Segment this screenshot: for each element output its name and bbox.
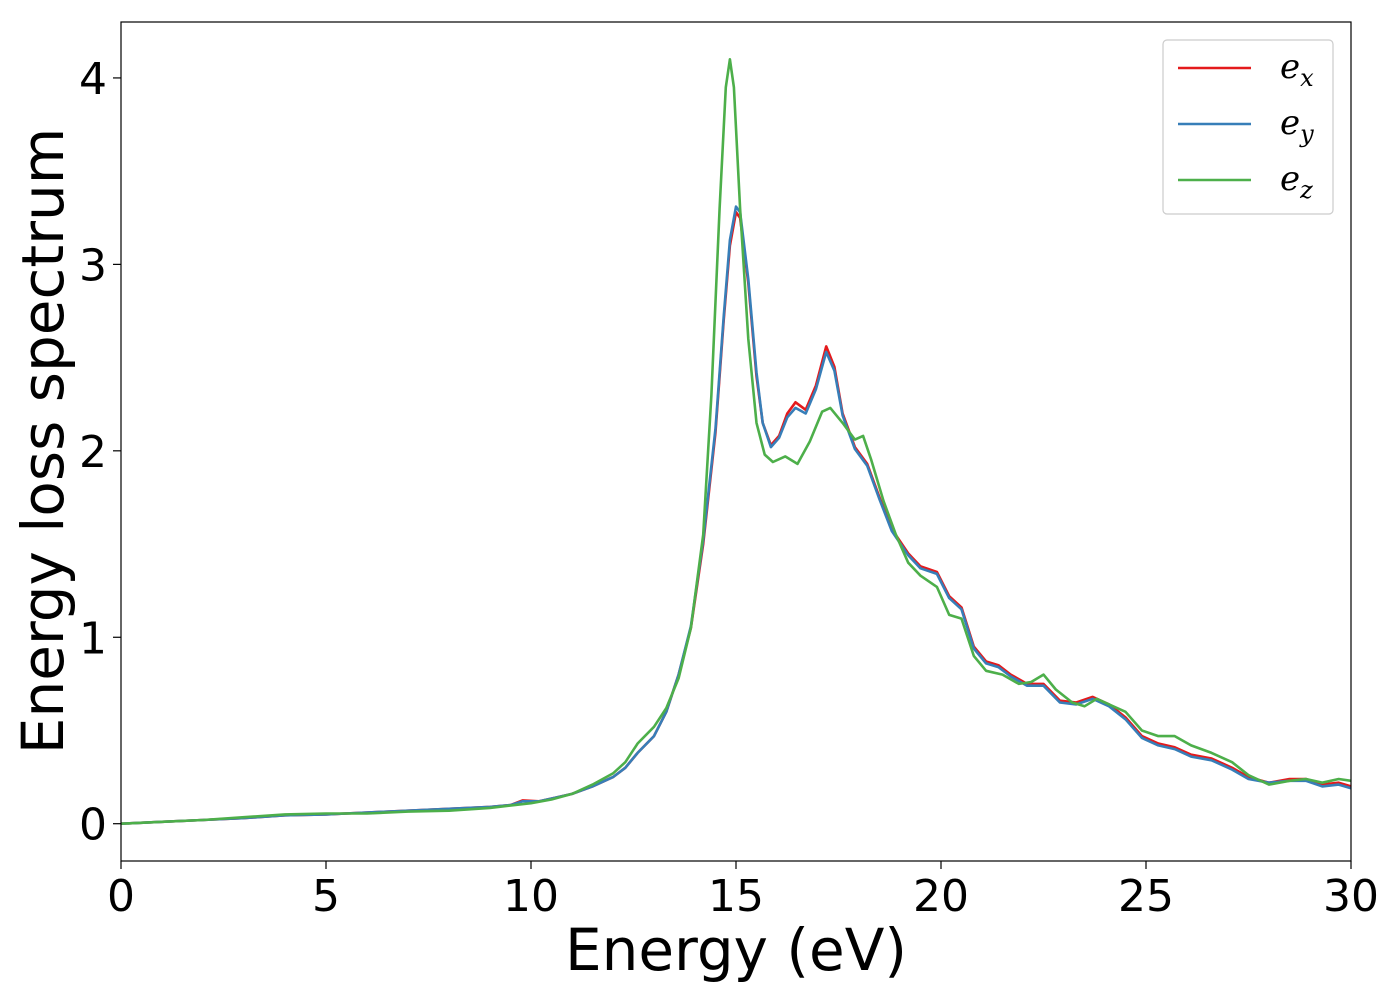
y-tick-label: 0 [79, 800, 107, 851]
x-tick-label: 10 [503, 871, 559, 922]
series-line-e_z [120, 58, 1352, 825]
x-axis-label: Energy (eV) [565, 916, 907, 984]
legend-label-e_y: ey [1280, 103, 1314, 148]
legend-label-sub: y [1299, 120, 1314, 148]
legend-label-e_z: ez [1280, 159, 1313, 204]
y-tick-label: 4 [79, 54, 107, 105]
x-tick-label: 0 [107, 871, 135, 922]
legend-frame [1162, 39, 1334, 215]
legend-label-base: e [1280, 103, 1300, 143]
x-tick-label: 25 [1118, 871, 1174, 922]
legend-label-sub: x [1300, 64, 1314, 92]
x-tick-label: 5 [312, 871, 340, 922]
y-axis-ticks: 0 1 2 3 4 [79, 54, 121, 851]
legend-label-e_x: ex [1280, 47, 1314, 92]
series-line-e_y [120, 205, 1352, 825]
y-tick-label: 2 [79, 427, 107, 478]
x-tick-label: 30 [1323, 871, 1379, 922]
legend-label-base: e [1280, 159, 1300, 199]
series-layer [120, 58, 1352, 825]
x-tick-label: 15 [708, 871, 764, 922]
series-line-e_x [120, 210, 1352, 825]
x-axis-ticks: 0 5 10 15 20 25 30 [107, 861, 1379, 922]
x-tick-label: 20 [913, 871, 969, 922]
y-axis-label: Energy loss spectrum [9, 128, 77, 754]
legend-label-sub: z [1299, 176, 1313, 204]
legend-label-base: e [1280, 47, 1300, 87]
y-tick-label: 1 [79, 613, 107, 664]
y-tick-label: 3 [79, 240, 107, 291]
